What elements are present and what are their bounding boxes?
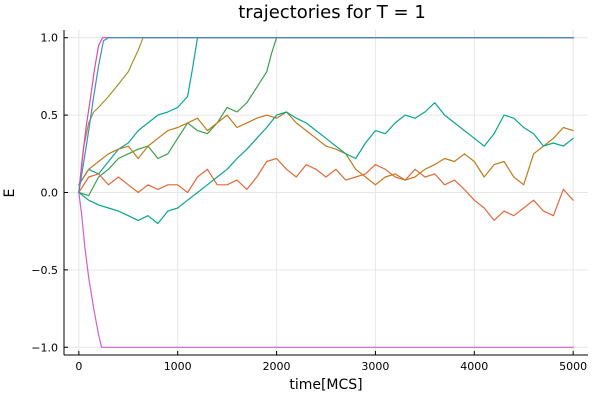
x-tick-label: 3000 (361, 360, 389, 373)
series-line-7 (78, 191, 574, 348)
x-tick-label: 4000 (460, 360, 488, 373)
series-line-9 (78, 37, 574, 194)
series-group (78, 37, 574, 348)
axes (63, 30, 588, 356)
x-tick-label: 0 (75, 360, 82, 373)
series-line-4 (78, 111, 574, 186)
y-tick-label: 1.0 (41, 32, 59, 45)
chart-title: trajectories for T = 1 (238, 2, 426, 23)
y-tick-label: −1.0 (31, 341, 58, 354)
y-tick-label: 0.0 (41, 187, 59, 200)
y-tick-label: 0.5 (41, 109, 59, 122)
x-tick-label: 1000 (164, 360, 192, 373)
y-axis-label: E (2, 189, 18, 198)
x-tick-labels: 0 1000 2000 3000 4000 5000 (75, 360, 587, 373)
series-line-5 (78, 102, 574, 225)
series-line-3 (78, 157, 574, 221)
y-tick-labels: −1.0 −0.5 0.0 0.5 1.0 (31, 32, 58, 355)
y-tick-label: −0.5 (31, 264, 58, 277)
x-axis-label: time[MCS] (289, 377, 362, 393)
x-tick-label: 5000 (559, 360, 587, 373)
grid (64, 30, 588, 355)
series-line-2 (78, 37, 574, 197)
x-tick-label: 2000 (263, 360, 291, 373)
